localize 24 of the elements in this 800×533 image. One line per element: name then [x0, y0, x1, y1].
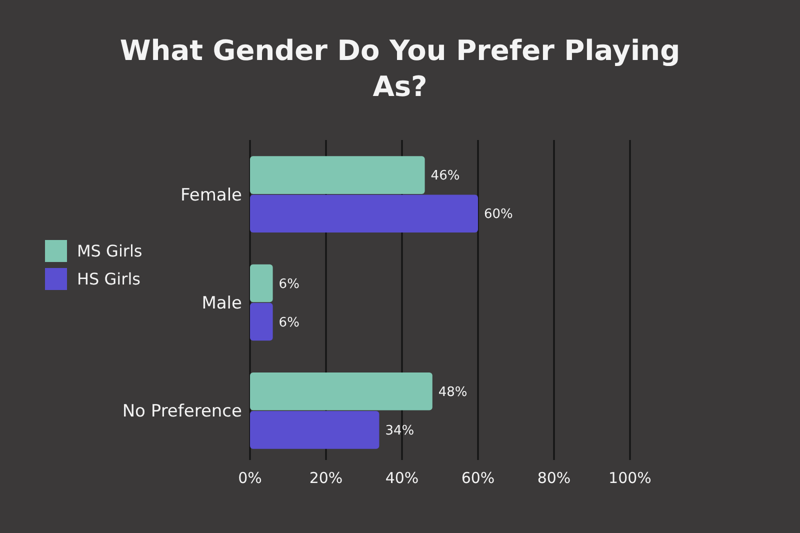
y-tick-label: Female: [180, 185, 242, 206]
bar: [250, 411, 380, 449]
bar: [250, 194, 478, 233]
data-label: 6%: [278, 276, 300, 292]
data-label: 48%: [438, 384, 468, 400]
x-tick-label: 0%: [238, 469, 262, 487]
bar: [250, 156, 425, 194]
bar: [250, 302, 273, 341]
data-label: 60%: [484, 207, 513, 222]
x-tick-label: 60%: [461, 469, 495, 487]
legend-label: MS Girls: [77, 242, 142, 261]
data-label: 6%: [278, 315, 300, 330]
data-label: 34%: [385, 423, 414, 438]
chart-title: What Gender Do You Prefer Playing As?: [120, 34, 680, 103]
bar: [250, 372, 432, 410]
x-tick-label: 100%: [608, 469, 652, 487]
x-tick-label: 80%: [537, 469, 571, 487]
x-tick-label: 20%: [309, 469, 343, 487]
data-label: 46%: [430, 168, 460, 184]
y-tick-label: No Preference: [122, 402, 242, 422]
legend-label: HS Girls: [77, 270, 140, 289]
bar: [250, 264, 273, 302]
x-tick-label: 40%: [385, 469, 419, 487]
y-tick-label: Male: [202, 293, 242, 314]
